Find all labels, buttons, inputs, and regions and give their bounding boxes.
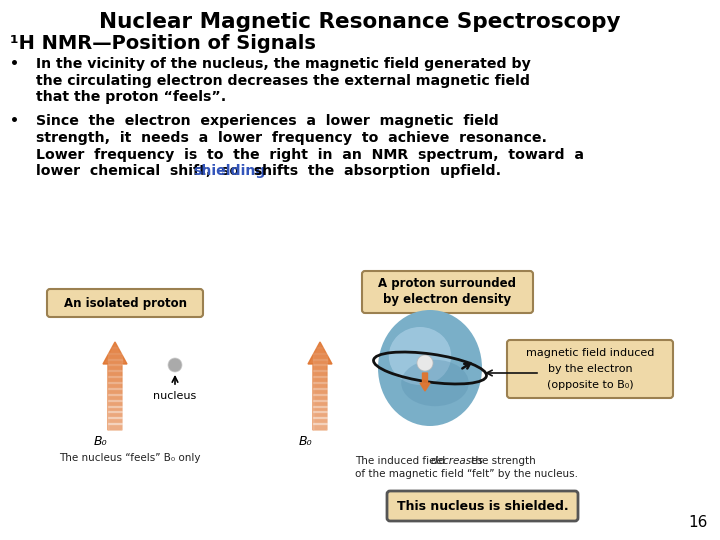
Bar bbox=[313, 406, 327, 413]
FancyBboxPatch shape bbox=[507, 340, 673, 398]
Text: In the vicinity of the nucleus, the magnetic field generated by: In the vicinity of the nucleus, the magn… bbox=[36, 57, 531, 71]
Ellipse shape bbox=[378, 310, 482, 426]
Bar bbox=[108, 400, 122, 407]
Text: magnetic field induced: magnetic field induced bbox=[526, 348, 654, 358]
Text: the strength: the strength bbox=[469, 456, 536, 466]
Bar bbox=[313, 394, 327, 401]
Bar bbox=[313, 353, 327, 360]
Text: by electron density: by electron density bbox=[384, 294, 512, 307]
Bar bbox=[313, 347, 327, 354]
Ellipse shape bbox=[401, 360, 469, 406]
Text: •: • bbox=[10, 57, 19, 71]
Bar bbox=[313, 411, 327, 418]
Text: lower  chemical  shift,  so: lower chemical shift, so bbox=[36, 164, 244, 178]
Text: B₀: B₀ bbox=[93, 435, 107, 448]
Text: of the magnetic field “felt” by the nucleus.: of the magnetic field “felt” by the nucl… bbox=[355, 469, 578, 479]
Bar bbox=[313, 359, 327, 366]
Text: B₀: B₀ bbox=[298, 435, 312, 448]
Bar bbox=[108, 376, 122, 383]
Bar bbox=[313, 423, 327, 430]
Text: shifts  the  absorption  upfield.: shifts the absorption upfield. bbox=[244, 164, 501, 178]
Circle shape bbox=[168, 358, 182, 372]
Text: A proton surrounded: A proton surrounded bbox=[379, 278, 516, 291]
Bar bbox=[313, 417, 327, 424]
Text: This nucleus is shielded.: This nucleus is shielded. bbox=[397, 500, 568, 512]
Bar bbox=[313, 370, 327, 377]
FancyArrow shape bbox=[308, 342, 332, 430]
Bar bbox=[313, 400, 327, 407]
Ellipse shape bbox=[389, 327, 451, 385]
Text: The nucleus “feels” B₀ only: The nucleus “feels” B₀ only bbox=[59, 453, 201, 463]
Bar bbox=[108, 388, 122, 395]
Bar bbox=[108, 382, 122, 389]
Bar bbox=[108, 359, 122, 366]
Bar bbox=[108, 411, 122, 418]
Bar bbox=[108, 423, 122, 430]
Text: An isolated proton: An isolated proton bbox=[63, 296, 186, 309]
Bar bbox=[313, 341, 327, 348]
FancyBboxPatch shape bbox=[47, 289, 203, 317]
Bar bbox=[108, 347, 122, 354]
FancyBboxPatch shape bbox=[387, 491, 578, 521]
Text: that the proton “feels”.: that the proton “feels”. bbox=[36, 90, 226, 104]
Bar bbox=[313, 364, 327, 372]
Bar bbox=[108, 341, 122, 348]
Text: by the electron: by the electron bbox=[548, 364, 632, 374]
Bar bbox=[108, 394, 122, 401]
Text: shielding: shielding bbox=[194, 164, 266, 178]
Text: •: • bbox=[10, 114, 19, 129]
Text: Since  the  electron  experiences  a  lower  magnetic  field: Since the electron experiences a lower m… bbox=[36, 114, 499, 129]
Text: 16: 16 bbox=[688, 515, 708, 530]
Text: Lower  frequency  is  to  the  right  in  an  NMR  spectrum,  toward  a: Lower frequency is to the right in an NM… bbox=[36, 147, 584, 161]
Bar bbox=[108, 417, 122, 424]
Bar bbox=[313, 376, 327, 383]
Text: The induced field: The induced field bbox=[355, 456, 449, 466]
Text: Nuclear Magnetic Resonance Spectroscopy: Nuclear Magnetic Resonance Spectroscopy bbox=[99, 12, 621, 32]
Bar bbox=[108, 353, 122, 360]
Bar bbox=[108, 406, 122, 413]
Text: the circulating electron decreases the external magnetic field: the circulating electron decreases the e… bbox=[36, 73, 530, 87]
Bar bbox=[108, 364, 122, 372]
Text: (opposite to B₀): (opposite to B₀) bbox=[546, 380, 634, 390]
Bar bbox=[313, 388, 327, 395]
FancyArrow shape bbox=[420, 373, 430, 391]
Circle shape bbox=[417, 355, 433, 371]
Text: decreases: decreases bbox=[431, 456, 483, 466]
Text: nucleus: nucleus bbox=[153, 391, 197, 401]
Text: ¹H NMR—Position of Signals: ¹H NMR—Position of Signals bbox=[10, 34, 316, 53]
FancyArrow shape bbox=[103, 342, 127, 430]
Bar bbox=[313, 382, 327, 389]
Text: strength,  it  needs  a  lower  frequency  to  achieve  resonance.: strength, it needs a lower frequency to … bbox=[36, 131, 547, 145]
FancyBboxPatch shape bbox=[362, 271, 533, 313]
Bar bbox=[108, 370, 122, 377]
